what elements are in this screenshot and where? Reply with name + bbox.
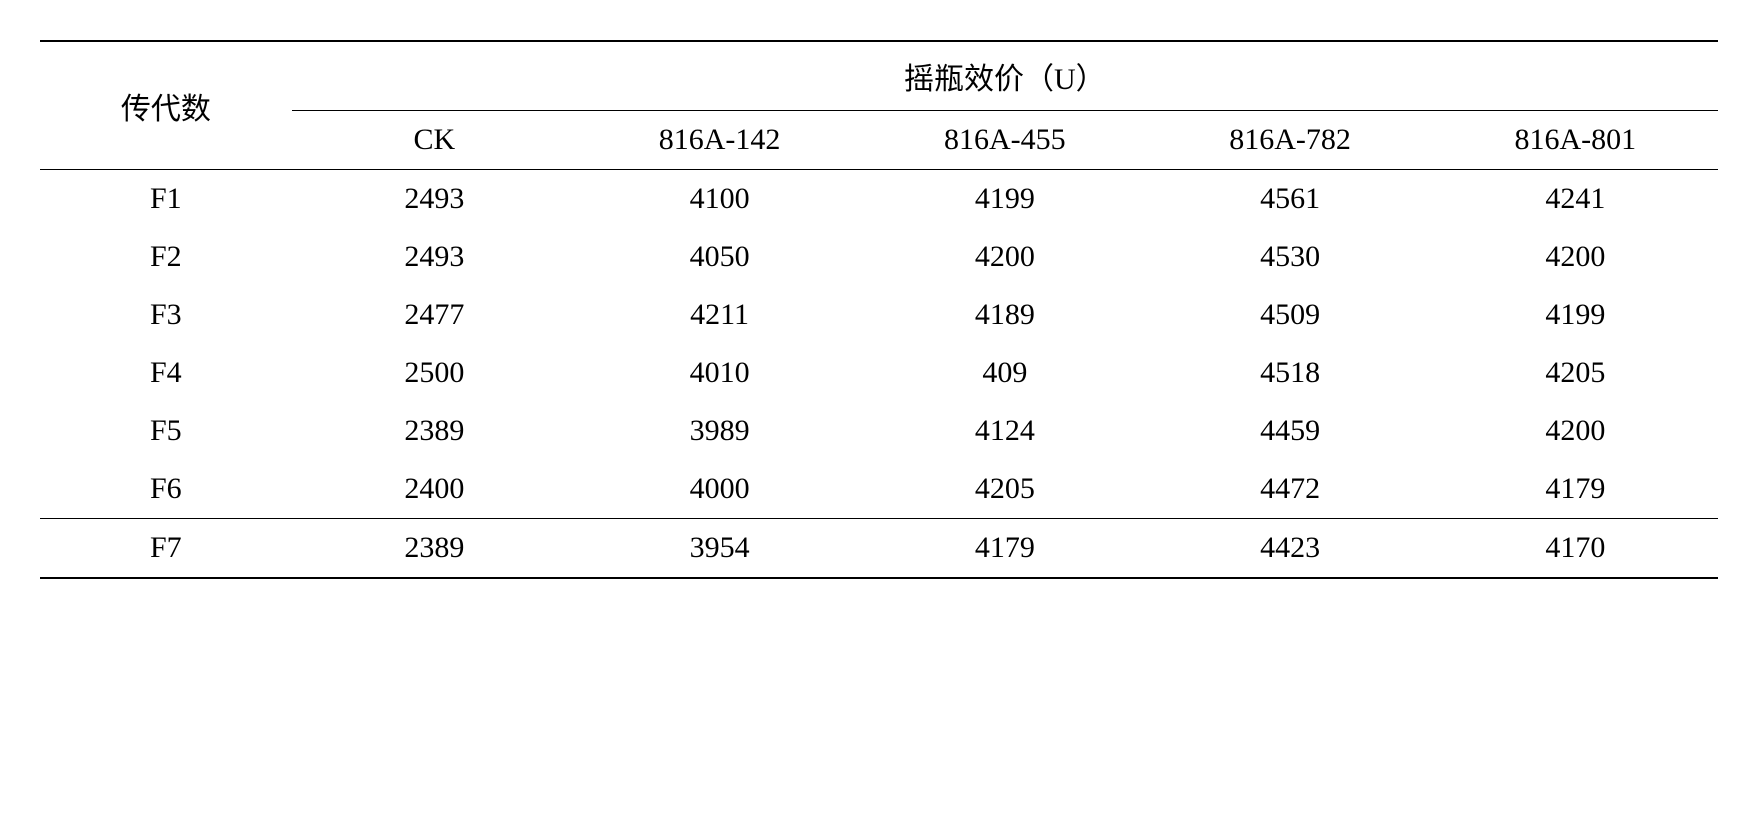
cell: 2389 xyxy=(292,519,577,579)
table-row: F7 2389 3954 4179 4423 4170 xyxy=(40,519,1718,579)
cell: 4561 xyxy=(1147,170,1432,229)
cell: 4518 xyxy=(1147,344,1432,402)
row-label: F6 xyxy=(40,460,292,519)
cell: 2493 xyxy=(292,228,577,286)
cell: 3989 xyxy=(577,402,862,460)
cell: 2389 xyxy=(292,402,577,460)
cell: 4189 xyxy=(862,286,1147,344)
row-label: F3 xyxy=(40,286,292,344)
cell: 4423 xyxy=(1147,519,1432,579)
table-row: F4 2500 4010 409 4518 4205 xyxy=(40,344,1718,402)
spanner-label: 摇瓶效价（U） xyxy=(292,41,1718,111)
column-header: CK xyxy=(292,111,577,170)
cell: 4170 xyxy=(1433,519,1718,579)
row-label: F5 xyxy=(40,402,292,460)
cell: 4205 xyxy=(862,460,1147,519)
column-header: 816A-801 xyxy=(1433,111,1718,170)
cell: 3954 xyxy=(577,519,862,579)
cell: 4530 xyxy=(1147,228,1432,286)
row-label: F7 xyxy=(40,519,292,579)
data-table: 传代数 摇瓶效价（U） CK 816A-142 816A-455 816A-78… xyxy=(40,40,1718,579)
cell: 4179 xyxy=(1433,460,1718,519)
cell: 4200 xyxy=(862,228,1147,286)
cell: 2500 xyxy=(292,344,577,402)
cell: 4199 xyxy=(862,170,1147,229)
cell: 2493 xyxy=(292,170,577,229)
column-header: 816A-142 xyxy=(577,111,862,170)
cell: 409 xyxy=(862,344,1147,402)
row-label: F2 xyxy=(40,228,292,286)
cell: 4179 xyxy=(862,519,1147,579)
cell: 4205 xyxy=(1433,344,1718,402)
table-row: F6 2400 4000 4205 4472 4179 xyxy=(40,460,1718,519)
cell: 2477 xyxy=(292,286,577,344)
cell: 4000 xyxy=(577,460,862,519)
cell: 4010 xyxy=(577,344,862,402)
column-header: 816A-455 xyxy=(862,111,1147,170)
row-header-label: 传代数 xyxy=(40,41,292,170)
row-label: F1 xyxy=(40,170,292,229)
table-row: F5 2389 3989 4124 4459 4200 xyxy=(40,402,1718,460)
cell: 4200 xyxy=(1433,228,1718,286)
cell: 4241 xyxy=(1433,170,1718,229)
cell: 4200 xyxy=(1433,402,1718,460)
cell: 4124 xyxy=(862,402,1147,460)
cell: 4459 xyxy=(1147,402,1432,460)
cell: 4199 xyxy=(1433,286,1718,344)
cell: 4211 xyxy=(577,286,862,344)
cell: 4050 xyxy=(577,228,862,286)
cell: 4472 xyxy=(1147,460,1432,519)
cell: 4100 xyxy=(577,170,862,229)
cell: 2400 xyxy=(292,460,577,519)
table-row: F2 2493 4050 4200 4530 4200 xyxy=(40,228,1718,286)
row-label: F4 xyxy=(40,344,292,402)
table-row: F1 2493 4100 4199 4561 4241 xyxy=(40,170,1718,229)
table-row: F3 2477 4211 4189 4509 4199 xyxy=(40,286,1718,344)
cell: 4509 xyxy=(1147,286,1432,344)
column-header: 816A-782 xyxy=(1147,111,1432,170)
